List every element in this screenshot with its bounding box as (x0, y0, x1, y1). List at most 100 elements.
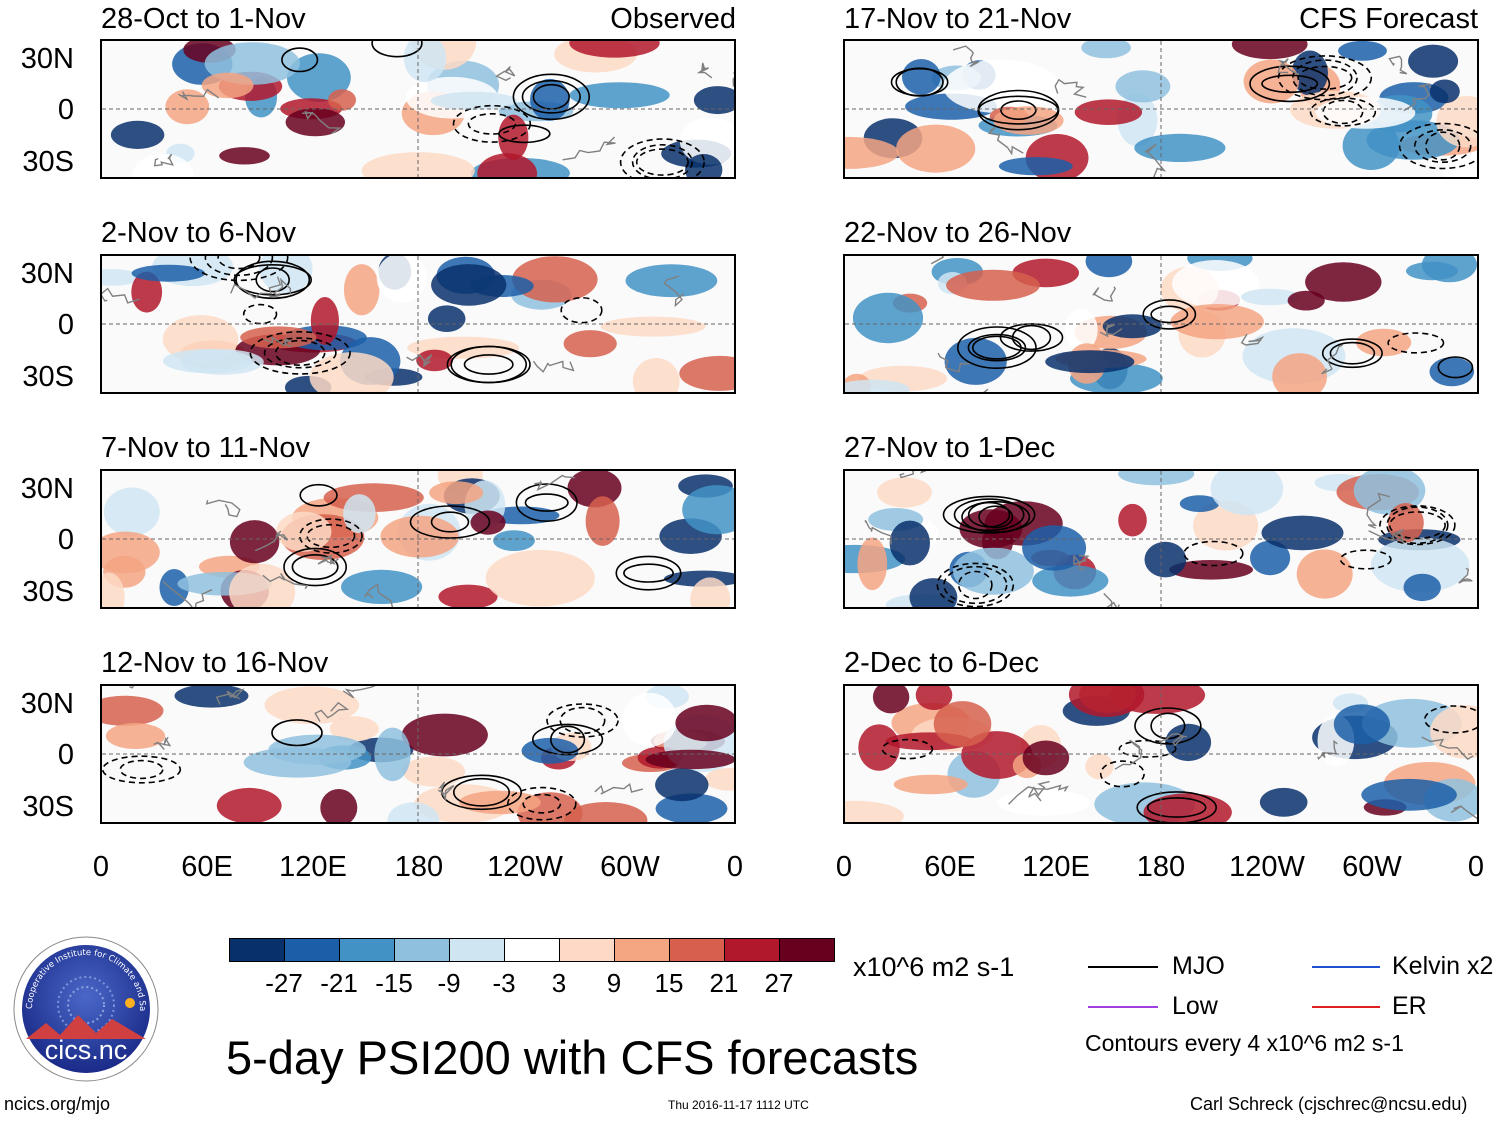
anomaly-blob (512, 256, 598, 303)
mjo-contour (298, 518, 363, 554)
mjo-contour (615, 555, 682, 591)
lat-label-eq-1: 0 (57, 309, 74, 341)
lon-label-left-4: 120W (487, 851, 563, 883)
mjo-contour (936, 562, 1015, 607)
legend-line-mjo (1088, 966, 1158, 968)
anomaly-blob (563, 330, 617, 358)
coastline (102, 287, 140, 304)
map-panel-right-3 (843, 684, 1479, 824)
anomaly-blob (131, 264, 205, 282)
coastline (732, 72, 734, 87)
anomaly-blob (470, 510, 506, 535)
logo-text: cics.nc (45, 1035, 128, 1065)
mjo-contour (1183, 540, 1244, 567)
coastline (1388, 55, 1408, 75)
anomaly-blob (858, 724, 900, 771)
coastline (406, 354, 433, 368)
anomaly-blob (402, 756, 465, 787)
anomaly-blob (655, 793, 728, 822)
anomaly-blob (1118, 471, 1195, 486)
anomaly-blob (690, 577, 731, 607)
colorbar-swatch (779, 938, 835, 962)
coastline (230, 276, 282, 300)
map-panel-left-0 (100, 39, 736, 179)
anomaly-blob (102, 269, 141, 286)
legend-label-low: Low (1172, 992, 1218, 1020)
anomaly-blob (1370, 537, 1470, 593)
mjo-contour (1291, 59, 1358, 97)
anomaly-blob (429, 481, 484, 505)
anomaly-blob (845, 379, 910, 392)
panel-title-left-3: 12-Nov to 16-Nov (101, 647, 329, 679)
anomaly-blob (102, 572, 125, 607)
anomaly-blob (1081, 41, 1131, 59)
coastline (534, 474, 575, 491)
anomaly-blob (1115, 70, 1171, 103)
colorbar-swatch (724, 938, 780, 962)
anomaly-blob (952, 547, 1034, 595)
lon-label-right-4: 120W (1229, 851, 1305, 883)
coastline (952, 45, 980, 68)
anomaly-field (845, 686, 1477, 822)
mjo-contour (371, 41, 423, 58)
panel-title-right-2: 27-Nov to 1-Dec (844, 432, 1056, 464)
mjo-contour (1424, 131, 1461, 161)
coastline (562, 136, 616, 161)
anomaly-blob (343, 494, 376, 534)
anomaly-blob (943, 59, 1060, 114)
anomaly-blob (872, 686, 910, 714)
anomaly-blob (655, 768, 709, 802)
anomaly-blob (679, 355, 734, 391)
anomaly-blob (1165, 723, 1212, 762)
mjo-contour (242, 303, 278, 325)
anomaly-blob (569, 82, 670, 109)
anomaly-blob (1068, 686, 1145, 717)
anomaly-blob (240, 326, 317, 349)
anomaly-blob (380, 515, 459, 558)
anomaly-blob (530, 78, 570, 121)
colorbar-swatch (394, 938, 450, 962)
anomaly-blob (1429, 79, 1460, 104)
anomaly-blob (105, 723, 166, 749)
lon-label-left-0: 0 (92, 851, 110, 883)
panel-title-right-3: 2-Dec to 6-Dec (844, 647, 1040, 679)
mjo-contour (1386, 506, 1449, 545)
anomaly-blob (1144, 541, 1187, 578)
anomaly-blob (131, 271, 163, 313)
anomaly-blob (1085, 753, 1114, 780)
mjo-contour (522, 793, 562, 814)
anomaly-blob (1259, 787, 1308, 817)
mjo-contour (291, 554, 339, 581)
anomaly-blob (1241, 288, 1299, 306)
lon-label-right-2: 120E (1022, 851, 1090, 883)
anomaly-blob (845, 136, 899, 169)
anomaly-blob (857, 537, 888, 591)
mjo-contour (631, 144, 693, 177)
lon-label-left-3: 180 (394, 851, 444, 883)
mjo-contour (1398, 122, 1477, 170)
anomaly-blob (600, 316, 706, 337)
anomaly-blob (1045, 350, 1135, 374)
anomaly-blob (645, 749, 734, 770)
anomaly-blob (1296, 549, 1353, 599)
colorbar-swatch (229, 938, 285, 962)
mjo-contour (263, 337, 337, 369)
mjo-contour (619, 138, 705, 177)
anomaly-blob (180, 349, 264, 375)
anomaly-blob (569, 41, 660, 58)
anomaly-blob (585, 496, 620, 546)
forecast-label: CFS Forecast (1299, 3, 1478, 35)
anomaly-blob (1408, 44, 1459, 78)
coastline (1458, 567, 1473, 584)
anomaly-blob (1403, 573, 1441, 602)
coastline (864, 519, 892, 545)
anomaly-field (845, 471, 1477, 607)
coastline (215, 688, 245, 705)
anomaly-blob (1333, 704, 1390, 745)
anomaly-blob (993, 106, 1064, 135)
anomaly-blob (693, 86, 734, 115)
coastline (437, 781, 455, 802)
coastline (269, 277, 292, 298)
panel-title-right-0: 17-Nov to 21-Nov (844, 3, 1072, 35)
anomaly-blob (845, 800, 904, 822)
